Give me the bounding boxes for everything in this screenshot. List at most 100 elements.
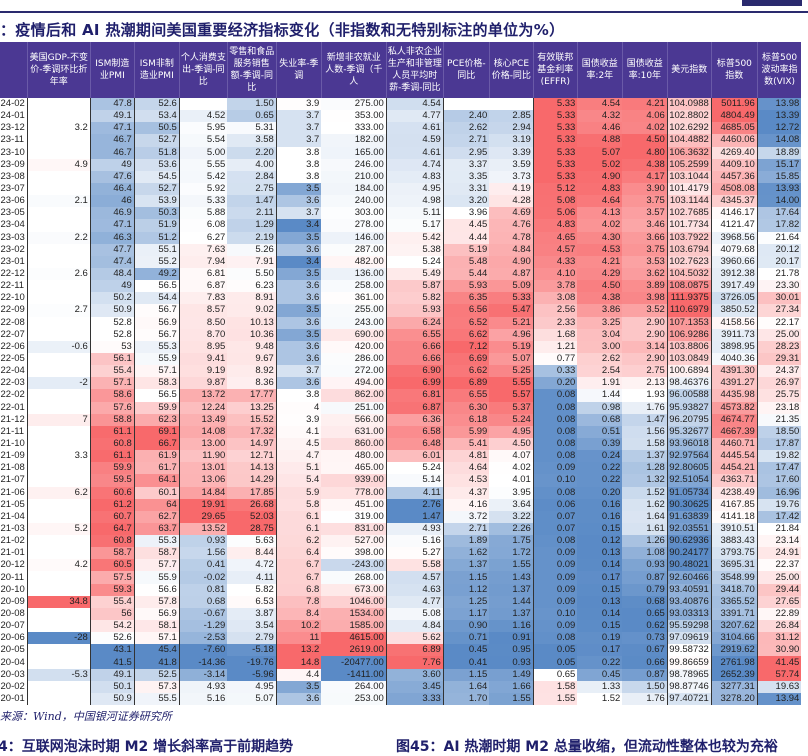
table-cell: 480.00: [321, 450, 387, 463]
table-cell: -0.6: [26, 340, 91, 353]
table-row: 22-02 58.6 56.5 13.72 17.77 3.8 862.00 6.81 6.55…: [0, 389, 802, 402]
table-cell: 6.53: [227, 595, 277, 608]
table-cell: 184.00: [321, 182, 387, 196]
table-cell: 64.7: [89, 522, 135, 536]
table-cell: 5.44: [442, 267, 490, 281]
column-header: 个人消费支出-季调-同比: [178, 42, 228, 98]
table-cell: 102.7685: [666, 207, 712, 220]
table-cell: 4.74: [385, 158, 444, 171]
table-cell: 4.38: [577, 292, 623, 305]
row-date: 20-05: [0, 644, 25, 656]
table-cell: 1.49: [489, 668, 534, 681]
table-cell: 6.66: [385, 352, 444, 366]
row-date: 21-01: [0, 547, 25, 559]
table-cell: 4.54: [385, 98, 444, 111]
table-cell: 56.9: [133, 607, 180, 621]
table-cell: 3.19: [489, 134, 534, 147]
table-cell: 55.3: [133, 535, 180, 548]
table-cell: 22.89: [756, 607, 802, 621]
table-cell: 24.91: [756, 547, 802, 560]
row-date: 23-09: [0, 158, 25, 170]
table-cell: [26, 207, 91, 220]
table-cell: 5.24: [385, 462, 444, 475]
table-cell: 4.17: [622, 170, 668, 183]
table-cell: 13.52: [178, 522, 228, 536]
table-row: 21-02 60.8 55.3 0.93 5.63 6.2 527.00 5.16 1.89 1.…: [0, 535, 802, 548]
table-cell: 0.22: [577, 474, 623, 487]
table-cell: 61.2: [89, 498, 135, 511]
table-cell: 5.14: [385, 474, 444, 487]
table-cell: [26, 146, 91, 159]
table-cell: 5.09: [489, 280, 534, 293]
table-cell: 5.33: [532, 122, 578, 135]
table-cell: 465.00: [321, 462, 387, 475]
table-cell: -0.67: [178, 607, 228, 621]
table-cell: 21.35: [756, 413, 802, 426]
table-cell: 5.33: [178, 195, 228, 208]
table-cell: 57.3: [133, 680, 180, 693]
table-cell: 3418.70: [710, 583, 758, 596]
table-cell: 15.52: [227, 413, 277, 426]
table-row: 23-12 3.2 47.1 50.5 5.95 5.31 3.7 333.00 4.61 2.6…: [0, 122, 802, 135]
table-cell: 1.47: [385, 510, 444, 523]
table-cell: [26, 680, 91, 693]
table-cell: 57.1: [133, 632, 180, 645]
table-cell: 105.2599: [666, 158, 712, 171]
table-cell: 0.90: [442, 620, 490, 633]
table-row: 20-10 59.3 56.6 0.81 5.82 6.8 673.00 4.63 1.12 1.…: [0, 583, 802, 596]
table-cell: 4.95: [489, 425, 534, 438]
table-row: 23-01 47.4 55.2 7.94 7.91 3.4 482.00 5.24 5.48 4.…: [0, 255, 802, 268]
table-cell: 4460.06: [710, 134, 758, 147]
column-header: 国债收益率:2年: [576, 42, 623, 98]
table-row: 20-06 -28 52.6 57.1 -2.53 2.79 11 4615.00 5.62 0.…: [0, 632, 802, 645]
table-cell: 1.70: [442, 692, 490, 706]
column-header: ISM非制造业PMI: [133, 42, 180, 98]
table-cell: 58.7: [89, 547, 135, 560]
table-cell: [26, 219, 91, 232]
table-cell: 23.30: [756, 280, 802, 293]
table-cell: 17.64: [756, 207, 802, 220]
row-date: 22-04: [0, 365, 25, 377]
table-cell: 0.09: [532, 547, 578, 560]
table-cell: 4454.21: [710, 462, 758, 475]
table-cell: 3850.52: [710, 304, 758, 317]
table-cell: 56.9: [133, 316, 180, 329]
table-cell: 4.00: [227, 158, 277, 171]
table-cell: 246.00: [321, 158, 387, 171]
table-cell: -2: [26, 377, 91, 390]
table-cell: 1.89: [442, 535, 490, 548]
table-cell: 1.21: [532, 340, 578, 353]
table-cell: 57.5: [89, 571, 135, 584]
table-cell: 333.00: [321, 122, 387, 135]
table-cell: 17.47: [756, 462, 802, 475]
table-cell: 50.9: [89, 692, 135, 706]
row-date: 20-01: [0, 692, 25, 704]
table-cell: 29.65: [178, 510, 228, 523]
table-cell: 1.43: [489, 571, 534, 584]
table-cell: 1.55: [489, 692, 534, 706]
table-cell: 4615.00: [321, 632, 387, 645]
table-row: 23-07 46.4 52.7 5.92 2.75 3.5 184.00 4.95 3.31 4.…: [0, 182, 802, 196]
table-row: 23-09 4.9 49 53.6 5.55 4.00 3.8 246.00 4.74 3.37 3…: [0, 158, 802, 171]
table-cell: 5.33: [532, 98, 578, 111]
table-cell: 1.91: [577, 377, 623, 390]
table-cell: 0.08: [532, 389, 578, 402]
table-cell: 4.57: [385, 571, 444, 584]
table-cell: 5.16: [385, 535, 444, 548]
table-cell: 165.00: [321, 146, 387, 159]
table-cell: 53.4: [133, 110, 180, 123]
table-cell: 0.73: [622, 632, 668, 645]
table-cell: 3912.38: [710, 267, 758, 281]
table-cell: 0.79: [622, 583, 668, 596]
table-row: 20-09 34.8 55.4 57.8 0.68 6.53 7.8 1046.00 4.77 1…: [0, 595, 802, 608]
table-cell: 9.19: [178, 365, 228, 378]
table-cell: 3.8: [275, 170, 322, 183]
table-cell: 673.00: [321, 583, 387, 596]
table-cell: 6.58: [385, 425, 444, 438]
table-row: 20-01 50.9 55.5 5.16 5.07 3.6 253.00 3.33 1.70 1.…: [0, 692, 802, 706]
table-cell: 0.09: [532, 462, 578, 475]
table-cell: 45.4: [133, 644, 180, 657]
table-cell: 58.6: [89, 389, 135, 402]
table-cell: 4.02: [577, 219, 623, 232]
table-cell: 3.5: [275, 304, 322, 317]
